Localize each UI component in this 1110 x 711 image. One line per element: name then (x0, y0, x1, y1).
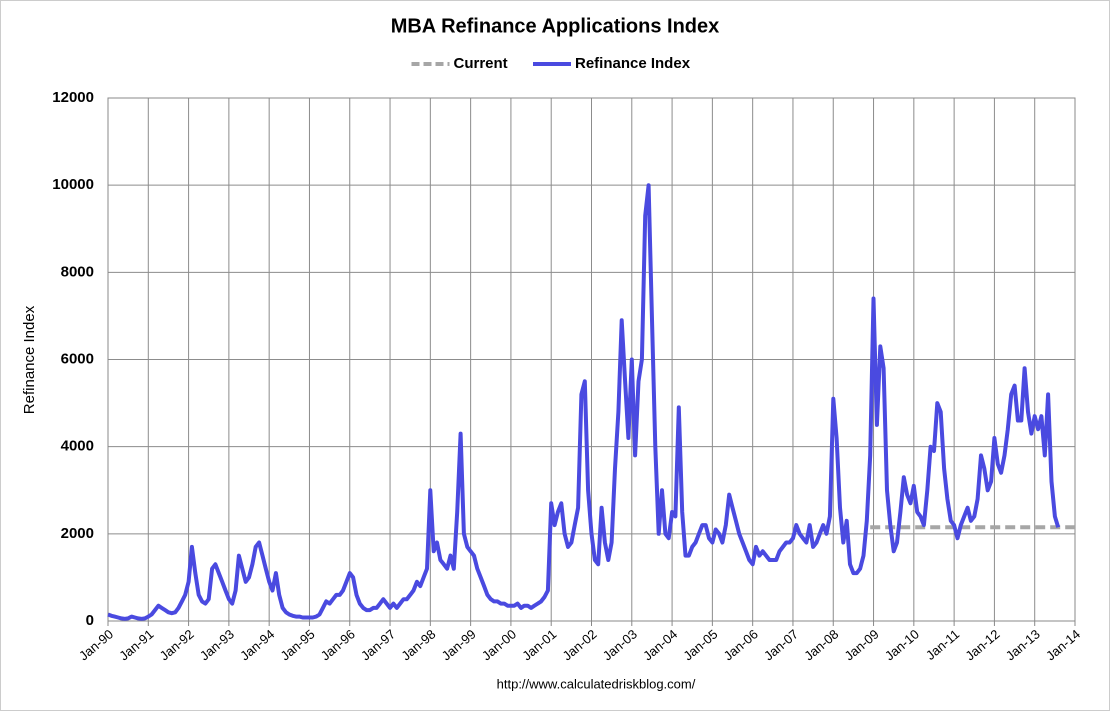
y-tick-label: 0 (86, 612, 94, 629)
y-tick-label: 8000 (61, 263, 94, 280)
plot-border (107, 97, 1076, 622)
y-axis-label: Refinance Index (21, 305, 38, 414)
y-tick-label: 12000 (52, 89, 94, 106)
y-tick-label: 2000 (61, 525, 94, 542)
y-tick-label: 4000 (61, 438, 94, 455)
chart-title: MBA Refinance Applications Index (391, 15, 720, 37)
legend-label: Refinance Index (575, 55, 691, 72)
y-tick-label: 10000 (52, 176, 94, 193)
source: http://www.calculatedriskblog.com/ (497, 676, 696, 691)
series-line (107, 183, 1061, 621)
legend-label: Current (454, 55, 508, 72)
y-tick-label: 6000 (61, 350, 94, 367)
